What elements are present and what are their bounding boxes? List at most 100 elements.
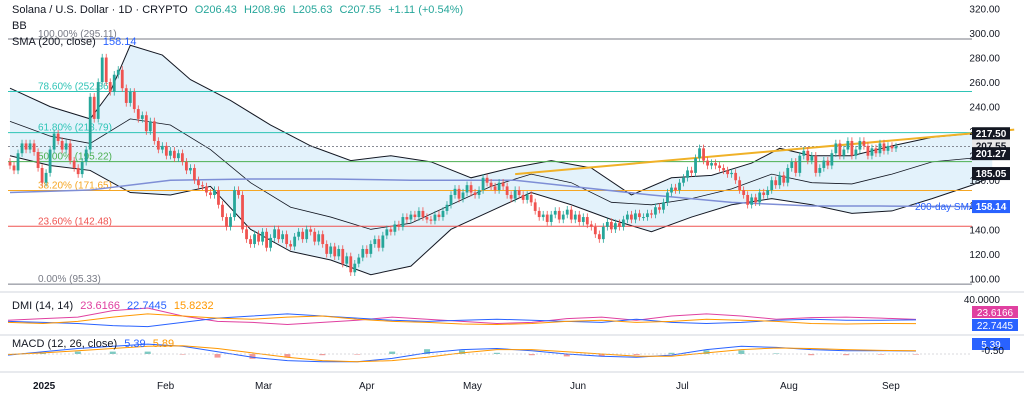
- candle-body: [325, 244, 329, 254]
- candle-body: [40, 167, 44, 183]
- candle-body: [549, 214, 553, 222]
- candle-body: [609, 221, 613, 230]
- macd-histogram-bar: [528, 354, 535, 356]
- candle-body: [245, 229, 248, 240]
- candle-body: [838, 143, 842, 156]
- x-tick-label: Jul: [676, 381, 689, 392]
- candle-body: [369, 244, 373, 254]
- price-badge-label: 217.50: [976, 129, 1007, 140]
- candle-body: [413, 214, 417, 218]
- candle-body: [353, 263, 357, 273]
- dmi-plus-value: 23.6166: [80, 300, 120, 312]
- candle-body: [168, 150, 172, 156]
- candle-body: [16, 153, 20, 171]
- candle-body: [184, 161, 188, 171]
- candle-body: [32, 143, 36, 153]
- sma-indicator-label[interactable]: SMA (200, close) 158.14: [12, 36, 140, 48]
- candle-body: [585, 217, 589, 225]
- macd-histogram-bar: [214, 354, 221, 358]
- grid: [0, 291, 1024, 373]
- candle-body: [389, 229, 393, 232]
- candle-body: [421, 210, 425, 218]
- candle-body: [806, 150, 810, 161]
- signal-value: 5.89: [152, 338, 175, 350]
- candle-body: [569, 209, 573, 220]
- candle-body: [670, 187, 673, 193]
- candle-body: [694, 158, 697, 173]
- candle-body: [60, 140, 64, 150]
- macd-neg-label: -0.50: [981, 346, 1004, 357]
- y-tick-label: 100.00: [969, 274, 1000, 285]
- macd-indicator-label[interactable]: MACD (12, 26, close) 5.39 5.89: [12, 338, 178, 350]
- candle-body: [850, 140, 854, 156]
- macd-histogram-bar: [703, 350, 710, 354]
- price-badge: [972, 200, 1010, 214]
- candle-body: [44, 172, 48, 183]
- resistance-trendline: [515, 128, 1015, 176]
- candles: [8, 53, 898, 276]
- candle-body: [866, 145, 870, 156]
- candle-body: [293, 236, 297, 247]
- candle-body: [301, 231, 305, 240]
- dmi-value-badge: [972, 319, 1018, 331]
- macd-panel: 5.39-0.50: [7, 338, 1010, 363]
- candle-body: [786, 167, 790, 183]
- candle-body: [650, 213, 653, 215]
- candle-body: [116, 69, 120, 75]
- candle-body: [96, 82, 100, 119]
- sma-200-line: 200-day SMA: [9, 178, 993, 213]
- candle-body: [682, 177, 685, 183]
- macd-histogram-bar: [424, 349, 431, 354]
- candle-body: [349, 256, 353, 273]
- candle-body: [581, 217, 585, 222]
- candle-body: [517, 190, 521, 195]
- candle-body: [201, 185, 204, 187]
- candle-body: [862, 140, 866, 146]
- candle-body: [589, 224, 593, 227]
- macd-histogram-bar: [319, 354, 326, 356]
- candle-body: [345, 256, 349, 264]
- candle-body: [397, 224, 401, 227]
- candle-body: [189, 167, 192, 171]
- price-badge-label: 158.14: [976, 202, 1007, 213]
- candle-body: [762, 192, 766, 195]
- candle-body: [257, 234, 260, 242]
- candle-body: [738, 180, 742, 191]
- candle-body: [613, 223, 617, 230]
- candle-body: [638, 213, 641, 218]
- macd-histogram-bar: [668, 352, 675, 354]
- candle-body: [136, 109, 140, 119]
- candle-body: [229, 217, 232, 227]
- candle-body: [642, 217, 645, 219]
- candle-body: [874, 148, 878, 154]
- bollinger-bands: [9, 44, 993, 276]
- candle-body: [52, 133, 56, 150]
- macd-histogram-bar: [389, 351, 396, 354]
- dmi-indicator-label[interactable]: DMI (14, 14) 23.6166 22.7445 15.8232: [12, 300, 218, 312]
- bb-indicator-label[interactable]: BB: [12, 20, 31, 32]
- candle-body: [12, 165, 16, 171]
- candle-body: [802, 150, 806, 156]
- dmi-label: DMI (14, 14): [12, 300, 74, 312]
- candle-body: [128, 91, 132, 103]
- ohlc-change: +1.11 (+0.54%): [388, 4, 464, 16]
- trendline: [515, 128, 1015, 176]
- candle-body: [281, 234, 285, 240]
- candle-body: [100, 57, 104, 83]
- candle-body: [381, 235, 385, 248]
- candle-body: [172, 150, 176, 159]
- candle-body: [690, 170, 693, 173]
- candle-body: [778, 175, 782, 186]
- candle-body: [658, 207, 661, 210]
- macd-histogram-bar: [284, 354, 291, 358]
- ohlc-close: C207.55: [339, 4, 382, 16]
- symbol-title[interactable]: Solana / U.S. Dollar · 1D · CRYPTO: [12, 4, 188, 16]
- candle-body: [461, 192, 465, 199]
- candle-body: [617, 223, 621, 227]
- candle-body: [489, 182, 493, 187]
- candle-body: [385, 229, 389, 236]
- candle-body: [674, 187, 677, 191]
- price-badge: [972, 167, 1010, 181]
- candle-body: [277, 229, 281, 240]
